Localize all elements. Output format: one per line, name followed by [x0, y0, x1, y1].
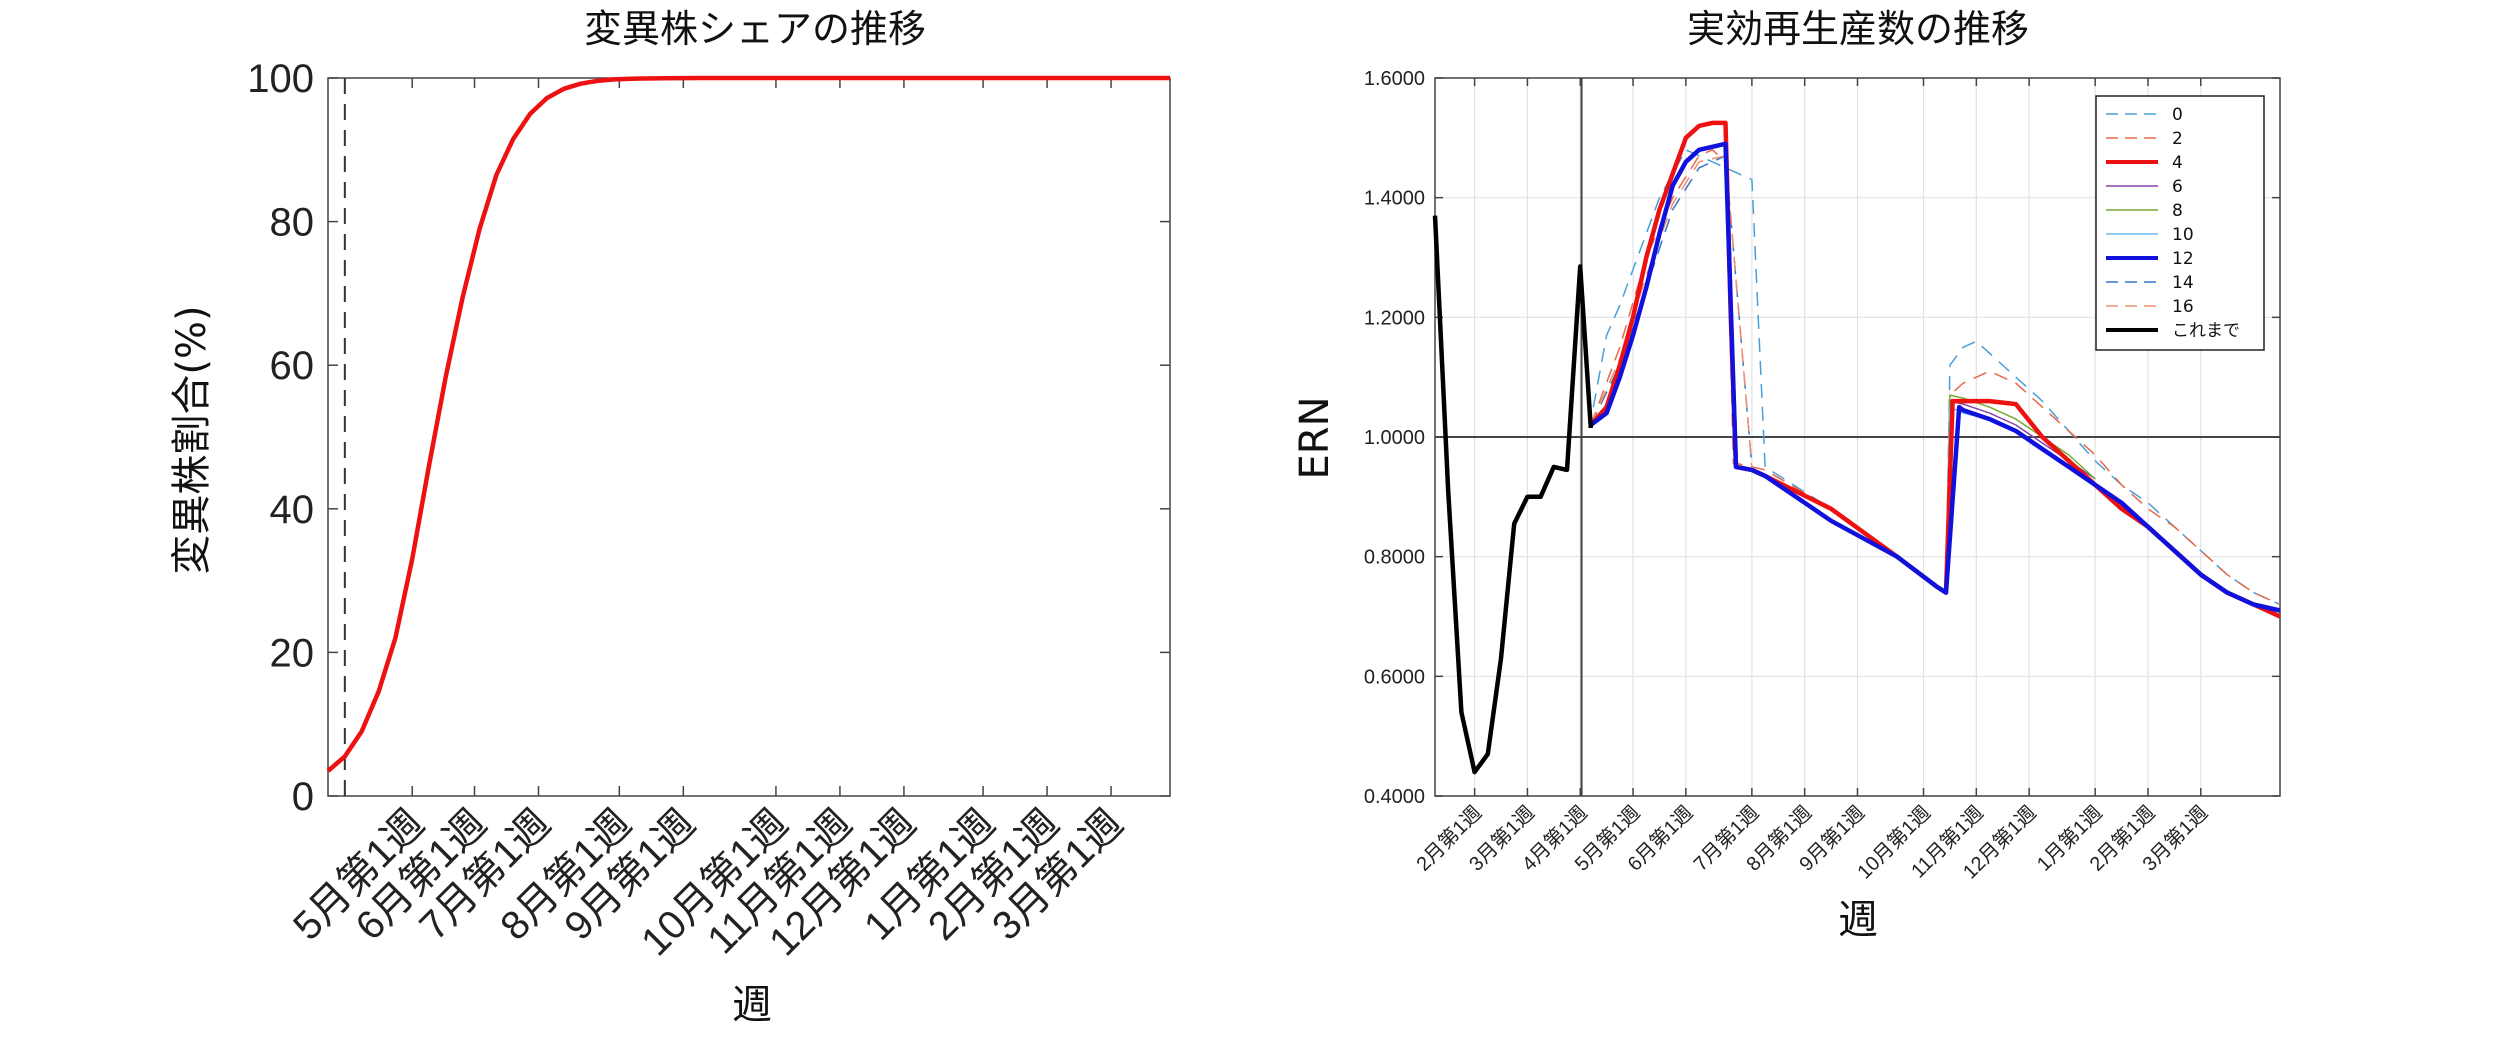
share-chart-series	[326, 75, 1170, 773]
ern-chart-xlabel: 週	[1838, 897, 1878, 943]
share-ytick-label: 80	[270, 201, 315, 245]
ern-ytick-label: 0.4000	[1364, 786, 1425, 808]
ern-chart: 実効再生産数の推移 週 ERN 0.4000 0.6000 0.8000 1.0000…	[1292, 7, 2281, 943]
ern-legend-label: 10	[2172, 225, 2194, 245]
ern-legend-label: これまで	[2172, 321, 2240, 341]
ern-ytick-label: 0.8000	[1364, 547, 1425, 569]
ern-series-line-9	[1432, 215, 1594, 775]
ern-legend-label: 6	[2172, 177, 2183, 197]
share-chart: 変異株シェアの推移 週 変異株割合(%) 0 20 40 60 80 100 5月第1週6…	[169, 7, 1171, 1028]
ern-chart-legend: 0 2 4 6 8 10 12 14 16 これまで	[2095, 95, 2265, 351]
ern-chart-reference-lines	[1435, 78, 2280, 796]
ern-legend-label: 12	[2172, 249, 2194, 269]
ern-chart-series	[1432, 120, 2281, 775]
ern-chart-title: 実効再生産数の推移	[1687, 7, 2029, 51]
ern-ytick-label: 1.0000	[1364, 427, 1425, 449]
ern-series-line-6	[1589, 141, 2281, 613]
share-ytick-label: 100	[247, 57, 314, 101]
share-chart-xticks: 5月第1週6月第1週7月第1週8月第1週9月第1週10月第1週11月第1週12月…	[285, 78, 1131, 964]
ern-ytick-label: 1.4000	[1364, 188, 1425, 210]
ern-legend-label: 2	[2172, 129, 2183, 149]
ern-ytick-label: 0.6000	[1364, 666, 1425, 688]
ern-legend-box	[2095, 95, 2265, 351]
ern-legend-label: 14	[2172, 273, 2194, 293]
share-ytick-label: 40	[270, 488, 315, 532]
share-ytick-label: 0	[292, 775, 314, 819]
share-chart-title: 変異株シェアの推移	[584, 7, 926, 51]
share-chart-axes-box	[327, 77, 1171, 797]
ern-legend-label: 4	[2172, 153, 2183, 173]
share-chart-xlabel: 週	[732, 982, 772, 1028]
share-ytick-label: 60	[270, 344, 315, 388]
share-ytick-label: 20	[270, 631, 315, 675]
share-series-line	[326, 75, 1170, 773]
ern-series-line-5	[1945, 406, 2043, 593]
ern-legend-label: 0	[2172, 105, 2183, 125]
share-chart-ylabel: 変異株割合(%)	[169, 305, 215, 574]
ern-legend-label: 16	[2172, 297, 2194, 317]
share-chart-yticks: 0 20 40 60 80 100	[247, 57, 1170, 819]
ern-ytick-label: 1.6000	[1364, 68, 1425, 90]
ern-ytick-label: 1.2000	[1364, 307, 1425, 329]
ern-chart-yticks: 0.4000 0.6000 0.8000 1.0000 1.2000 1.4000 1.60…	[1364, 68, 2280, 808]
ern-series-line-4	[1945, 394, 2096, 593]
ern-legend-label: 8	[2172, 201, 2183, 221]
ern-series-line-0	[1592, 149, 2281, 606]
ern-series-line-3	[1945, 400, 2096, 593]
ern-chart-ylabel: ERN	[1292, 397, 1338, 480]
